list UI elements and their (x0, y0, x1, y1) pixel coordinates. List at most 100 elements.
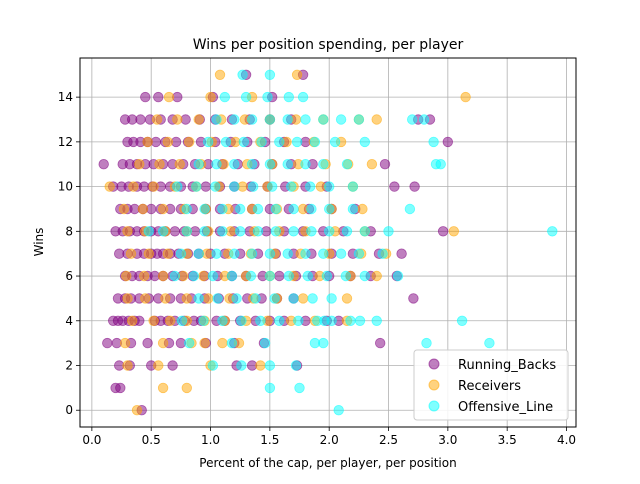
point-offensive-line (247, 181, 259, 192)
point-offensive-line (234, 226, 246, 237)
point-running-backs (98, 158, 109, 170)
point-receivers (371, 270, 382, 282)
point-offensive-line (202, 136, 214, 148)
legend-marker-running-backs (428, 358, 440, 370)
point-offensive-line (359, 136, 371, 148)
point-offensive-line (341, 158, 353, 170)
point-running-backs (437, 226, 449, 237)
point-receivers (154, 158, 165, 170)
point-offensive-line (282, 158, 293, 170)
point-offensive-line (199, 203, 210, 215)
point-offensive-line (246, 248, 258, 259)
point-offensive-line (392, 270, 404, 282)
point-receivers (157, 270, 169, 282)
points-layer (98, 69, 558, 416)
point-receivers (122, 226, 133, 237)
point-offensive-line (318, 158, 329, 170)
point-offensive-line (282, 114, 293, 125)
point-receivers (104, 181, 115, 192)
point-offensive-line (283, 270, 295, 282)
point-offensive-line (255, 315, 266, 327)
point-offensive-line (371, 315, 382, 327)
point-offensive-line (341, 226, 353, 237)
point-offensive-line (359, 270, 371, 282)
point-offensive-line (340, 270, 352, 282)
point-running-backs (140, 91, 151, 103)
point-offensive-line (143, 226, 155, 237)
legend: Running_Backs Receivers Offensive_Line (413, 349, 569, 421)
point-offensive-line (324, 226, 335, 237)
point-offensive-line (259, 337, 271, 349)
point-running-backs (102, 337, 113, 349)
point-receivers (148, 181, 159, 192)
point-receivers (131, 405, 143, 416)
point-offensive-line (335, 114, 347, 125)
point-offensive-line (246, 158, 258, 170)
point-offensive-line (318, 337, 329, 349)
point-offensive-line (181, 203, 193, 215)
point-offensive-line (240, 91, 252, 103)
point-receivers (148, 315, 159, 327)
point-offensive-line (309, 136, 321, 148)
point-offensive-line (181, 226, 193, 237)
point-offensive-line (269, 293, 280, 304)
point-offensive-line (353, 248, 365, 259)
point-receivers (119, 337, 131, 349)
point-offensive-line (183, 337, 195, 349)
point-offensive-line (318, 114, 329, 125)
point-running-backs (389, 181, 400, 192)
legend-label-receivers: Receivers (458, 379, 521, 394)
x-tick-label: 1.0 (201, 433, 220, 447)
point-offensive-line (264, 69, 276, 81)
point-offensive-line (297, 91, 309, 103)
point-offensive-line (226, 337, 238, 349)
y-tick-label: 10 (58, 180, 73, 194)
x-axis-label: Percent of the cap, per player, per posi… (199, 456, 456, 470)
x-tick-label: 3.0 (438, 433, 457, 447)
point-offensive-line (211, 114, 222, 125)
point-receivers (217, 337, 228, 349)
point-offensive-line (274, 315, 285, 327)
y-tick-label: 8 (65, 224, 73, 238)
point-offensive-line (188, 270, 200, 282)
point-offensive-line (318, 248, 329, 259)
point-offensive-line (207, 270, 219, 282)
point-offensive-line (306, 226, 317, 237)
point-offensive-line (294, 382, 305, 394)
x-tick-label: 3.5 (498, 433, 517, 447)
x-tick-label: 4.0 (557, 433, 576, 447)
point-offensive-line (353, 114, 365, 125)
point-offensive-line (211, 158, 222, 170)
point-receivers (151, 114, 163, 125)
point-offensive-line (264, 382, 276, 394)
point-offensive-line (347, 181, 359, 192)
point-running-backs (442, 136, 454, 148)
ticks-layer: 0.0 0.5 1.0 1.5 2.0 2.5 3.0 3.5 4.0 0 2 4 6 8 10 12 14 (58, 90, 576, 447)
point-offensive-line (267, 181, 278, 192)
point-receivers (255, 360, 266, 371)
point-offensive-line (217, 226, 228, 237)
point-receivers (157, 382, 169, 394)
legend-label-running-backs: Running_Backs (458, 358, 556, 373)
point-offensive-line (377, 248, 388, 259)
point-running-backs (379, 158, 391, 170)
point-running-backs (375, 337, 386, 349)
point-offensive-line (231, 293, 242, 304)
point-offensive-line (176, 315, 188, 327)
point-offensive-line (157, 226, 169, 237)
point-offensive-line (229, 158, 240, 170)
point-offensive-line (217, 315, 228, 327)
point-offensive-line (262, 91, 273, 103)
legend-marker-offensive-line (428, 400, 440, 412)
point-receivers (128, 181, 139, 192)
x-tick-label: 2.0 (320, 433, 339, 447)
point-receivers (181, 293, 193, 304)
point-receivers (153, 360, 164, 371)
point-running-backs (167, 360, 178, 371)
point-offensive-line (456, 315, 468, 327)
point-receivers (140, 293, 151, 304)
point-offensive-line (236, 360, 247, 371)
point-offensive-line (252, 203, 264, 215)
point-offensive-line (270, 203, 282, 215)
